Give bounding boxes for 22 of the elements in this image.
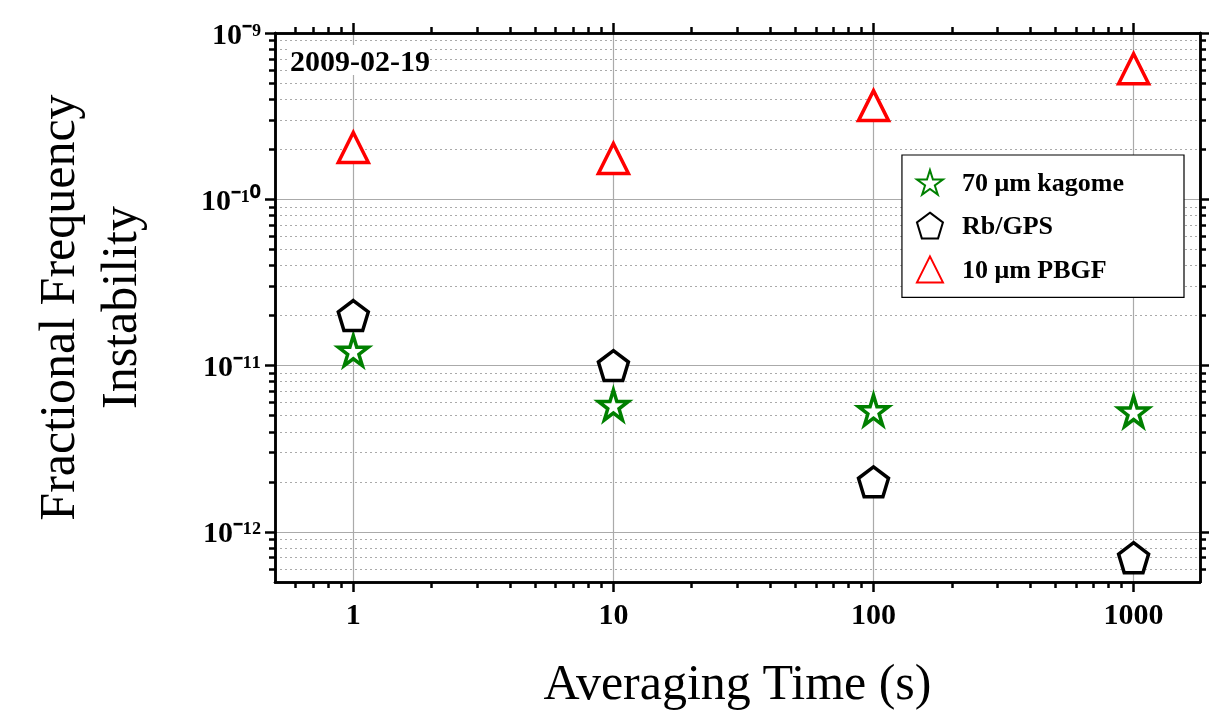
point <box>1116 540 1151 575</box>
x-tick-label: 100 <box>851 596 896 630</box>
point <box>596 348 631 383</box>
point <box>1116 51 1151 86</box>
y-tick-label: 10⁻⁹ <box>212 16 261 50</box>
x-tick-label: 1000 <box>1103 596 1164 630</box>
annotation: 2009-02-19 <box>290 43 430 77</box>
point <box>856 465 891 499</box>
y-tick-label: 10⁻¹¹ <box>203 349 261 383</box>
y-tick-label: 10⁻¹² <box>203 515 261 549</box>
x-axis-title: Averaging Time (s) <box>543 654 932 710</box>
point <box>335 128 371 165</box>
legend-label: 70 μm kagome <box>961 167 1125 197</box>
legend-label: 10 μm PBGF <box>961 254 1107 284</box>
legend-label: Rb/GPS <box>961 211 1053 241</box>
point <box>336 298 371 333</box>
point <box>855 86 892 123</box>
y-tick-label: 10⁻¹⁰ <box>201 182 261 216</box>
x-tick-label: 1 <box>345 596 361 630</box>
x-tick-label: 10 <box>598 596 629 630</box>
point <box>595 139 632 176</box>
y-axis-title: Fractional Frequency Instability <box>29 94 147 521</box>
